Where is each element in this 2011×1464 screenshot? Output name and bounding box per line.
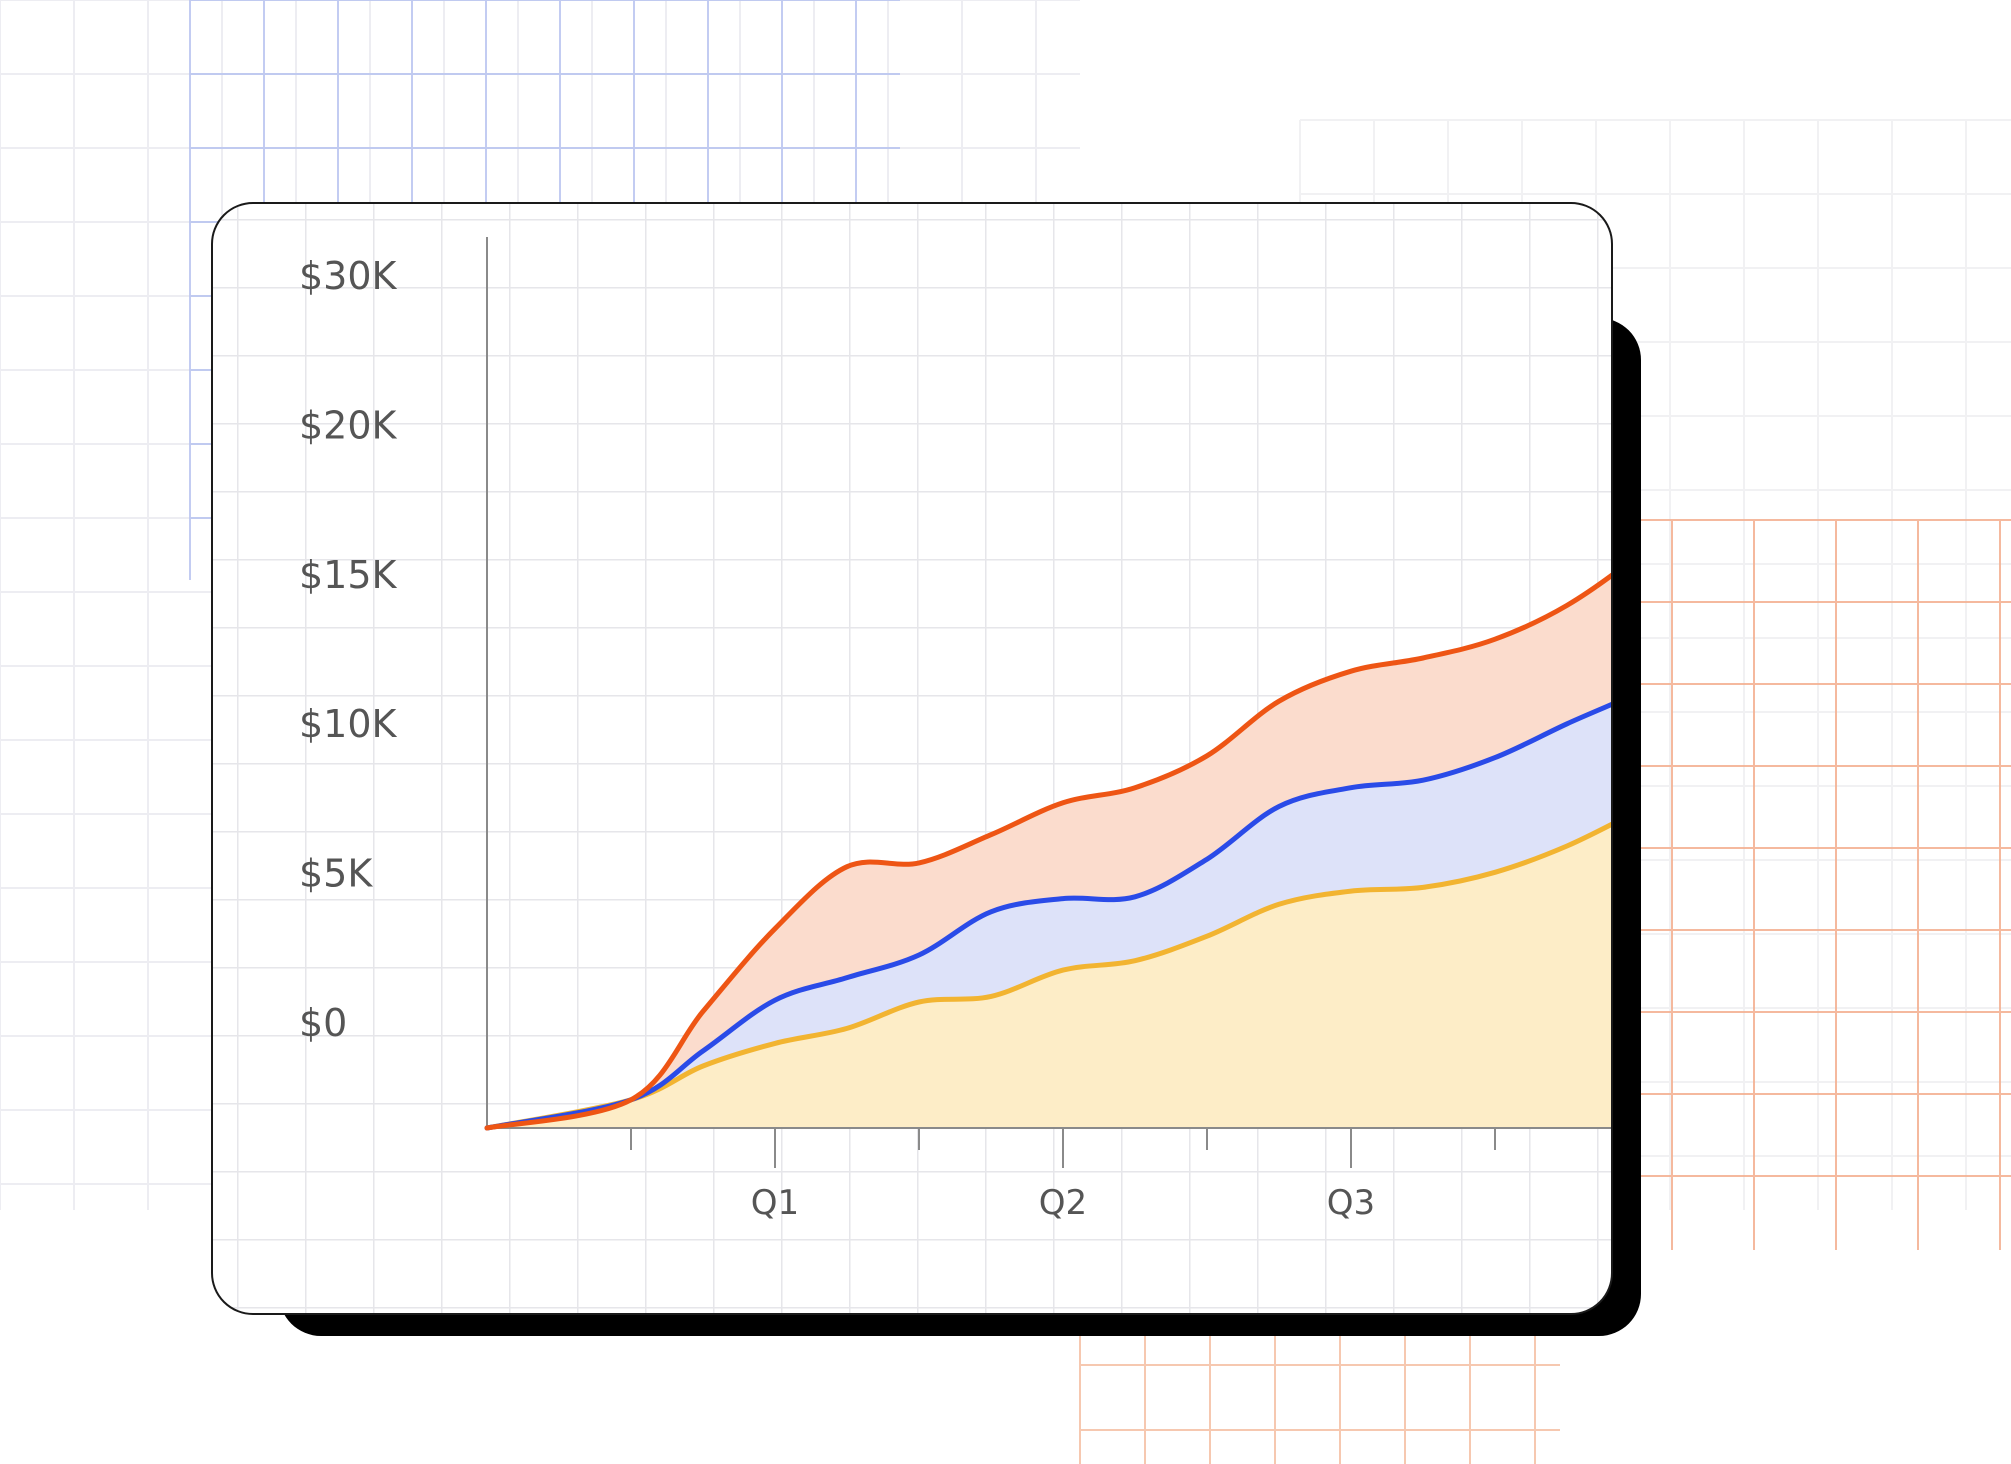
area-fill-2 xyxy=(487,704,1611,1128)
y-axis-tick-labels: $30K $20K $15K $10K $5K $0 xyxy=(299,254,398,1045)
x-tick-label: Q2 xyxy=(1039,1183,1087,1223)
series-line-1 xyxy=(484,821,1611,1131)
x-tick-label: Q1 xyxy=(751,1183,799,1223)
y-tick-label: $10K xyxy=(299,702,398,746)
y-tick-label: $15K xyxy=(299,553,398,597)
area-chart: $30K$20K$15K$10K$5K$0 Q1Q2Q3Q4 xyxy=(299,237,1611,1223)
axes xyxy=(486,237,1611,1168)
x-tick-label: Q3 xyxy=(1327,1183,1375,1223)
series-lines xyxy=(484,572,1611,1131)
y-tick-label: $5K xyxy=(299,852,373,896)
series-line-2 xyxy=(484,701,1611,1131)
area-fill-3 xyxy=(487,575,1611,1128)
series-line-3 xyxy=(484,572,1611,1131)
y-tick-label: $30K xyxy=(299,254,398,298)
bg-grid-orange-right xyxy=(1589,519,2011,1250)
chart-card: $30K$20K$15K$10K$5K$0 Q1Q2Q3Q4 xyxy=(211,202,1613,1315)
x-axis-tick-labels: Q1Q2Q3Q4 xyxy=(751,1183,1375,1223)
area-fills xyxy=(487,575,1611,1128)
y-tick-label: $20K xyxy=(299,403,398,447)
y-tick-label: $0 xyxy=(299,1001,347,1045)
